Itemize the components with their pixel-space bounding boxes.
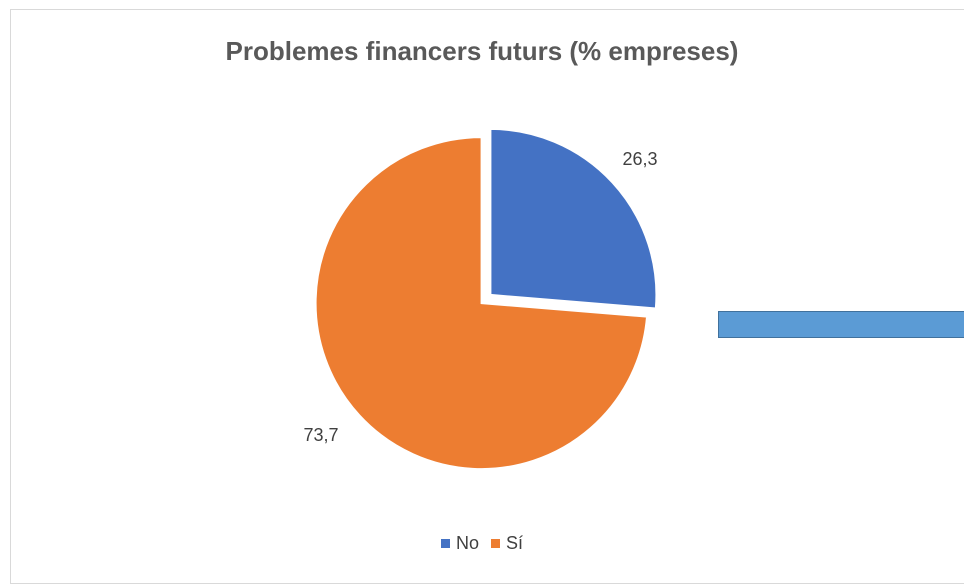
legend-label-no: No (455, 533, 479, 553)
chart-legend: No Sí (0, 533, 964, 554)
legend-swatch-si (491, 539, 500, 548)
blue-rectangle-shape[interactable] (718, 311, 964, 338)
pie-slice-no (489, 127, 658, 310)
legend-item-si: Sí (491, 533, 523, 554)
legend-item-no: No (440, 533, 479, 554)
chart-title: Problemes financers futurs (% empreses) (225, 36, 739, 66)
legend-label-si: Sí (506, 533, 524, 553)
pie-slice-si (314, 136, 649, 471)
legend-swatch-no (440, 539, 450, 548)
data-label-no: 26,3 (622, 149, 657, 169)
data-label-si: 73,7 (303, 425, 338, 445)
chart-area (10, 9, 964, 584)
